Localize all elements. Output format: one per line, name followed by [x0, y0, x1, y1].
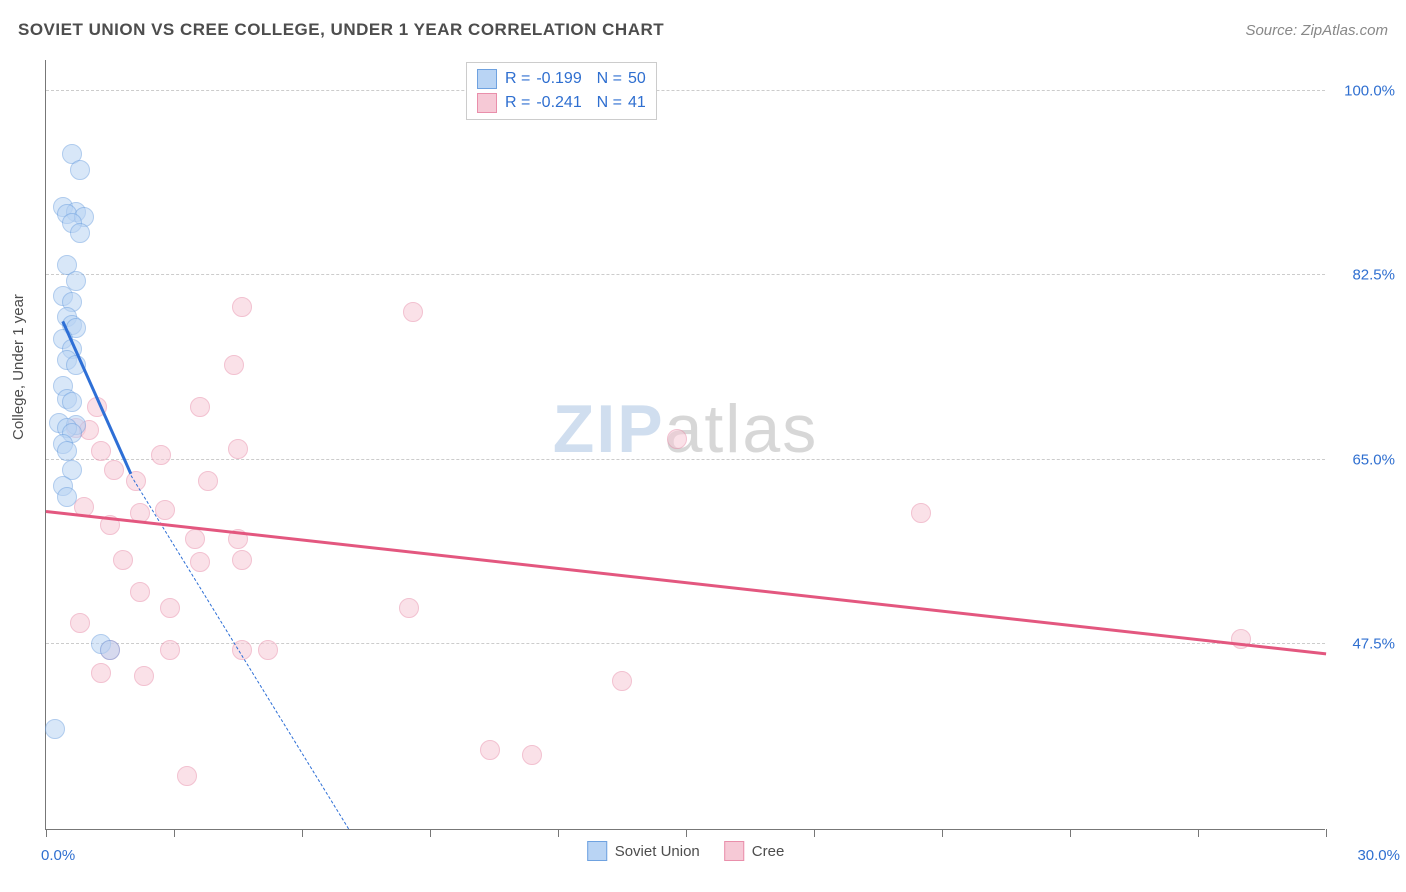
legend-label-soviet: Soviet Union [615, 843, 700, 860]
swatch-cree [477, 93, 497, 113]
legend-N-label: N = [588, 91, 622, 115]
data-point [232, 297, 252, 317]
gridline [46, 90, 1325, 91]
data-point [399, 598, 419, 618]
legend-cree-N: 41 [628, 91, 646, 115]
legend-soviet-N: 50 [628, 67, 646, 91]
data-point [522, 745, 542, 765]
legend-N-label: N = [588, 67, 622, 91]
data-point [612, 671, 632, 691]
data-point [57, 487, 77, 507]
data-point [91, 663, 111, 683]
data-point [155, 500, 175, 520]
legend-label-cree: Cree [752, 843, 785, 860]
swatch-soviet-icon [587, 841, 607, 861]
data-point [160, 640, 180, 660]
data-point [160, 598, 180, 618]
legend-R-label: R = [505, 91, 530, 115]
legend-row-cree: R = -0.241 N = 41 [477, 91, 646, 115]
data-point [667, 429, 687, 449]
legend-soviet-R: -0.199 [536, 67, 581, 91]
legend-item-cree: Cree [724, 841, 785, 861]
data-point [151, 445, 171, 465]
y-tick-label: 65.0% [1335, 451, 1395, 468]
source-label: Source: ZipAtlas.com [1245, 22, 1388, 39]
legend-R-label: R = [505, 67, 530, 91]
x-tick [302, 829, 303, 837]
x-axis-max-label: 30.0% [1357, 847, 1400, 864]
legend-cree-R: -0.241 [536, 91, 581, 115]
y-tick-label: 100.0% [1335, 82, 1395, 99]
x-tick [558, 829, 559, 837]
x-tick [1070, 829, 1071, 837]
data-point [224, 355, 244, 375]
data-point [403, 302, 423, 322]
x-tick [1326, 829, 1327, 837]
data-point [232, 550, 252, 570]
data-point [185, 529, 205, 549]
x-tick [46, 829, 47, 837]
data-point [177, 766, 197, 786]
data-point [190, 552, 210, 572]
data-point [134, 666, 154, 686]
data-point [911, 503, 931, 523]
data-point [70, 160, 90, 180]
data-point [130, 582, 150, 602]
y-tick-label: 82.5% [1335, 267, 1395, 284]
data-point [57, 441, 77, 461]
data-point [190, 397, 210, 417]
x-tick [814, 829, 815, 837]
data-point [45, 719, 65, 739]
series-legend: Soviet Union Cree [587, 841, 785, 861]
data-point [113, 550, 133, 570]
data-point [100, 640, 120, 660]
data-point [62, 392, 82, 412]
correlation-legend-box: R = -0.199 N = 50 R = -0.241 N = 41 [466, 62, 657, 120]
data-point [104, 460, 124, 480]
watermark-atlas: atlas [665, 391, 819, 467]
data-point [228, 439, 248, 459]
gridline [46, 274, 1325, 275]
y-tick-label: 47.5% [1335, 636, 1395, 653]
watermark-zip: ZIP [553, 391, 665, 467]
legend-row-soviet: R = -0.199 N = 50 [477, 67, 646, 91]
data-point [70, 613, 90, 633]
data-point [70, 223, 90, 243]
swatch-cree-icon [724, 841, 744, 861]
x-tick [430, 829, 431, 837]
x-tick [942, 829, 943, 837]
x-tick [1198, 829, 1199, 837]
data-point [91, 441, 111, 461]
data-point [258, 640, 278, 660]
watermark: ZIPatlas [553, 390, 818, 468]
x-tick [174, 829, 175, 837]
chart-title: SOVIET UNION VS CREE COLLEGE, UNDER 1 YE… [18, 20, 664, 40]
data-point [198, 471, 218, 491]
y-axis-label: College, Under 1 year [10, 294, 27, 440]
trend-line [46, 510, 1326, 655]
x-axis-min-label: 0.0% [41, 847, 75, 864]
scatter-plot-area: R = -0.199 N = 50 R = -0.241 N = 41 ZIPa… [45, 60, 1325, 830]
x-tick [686, 829, 687, 837]
data-point [480, 740, 500, 760]
data-point [126, 471, 146, 491]
swatch-soviet [477, 69, 497, 89]
legend-item-soviet: Soviet Union [587, 841, 700, 861]
